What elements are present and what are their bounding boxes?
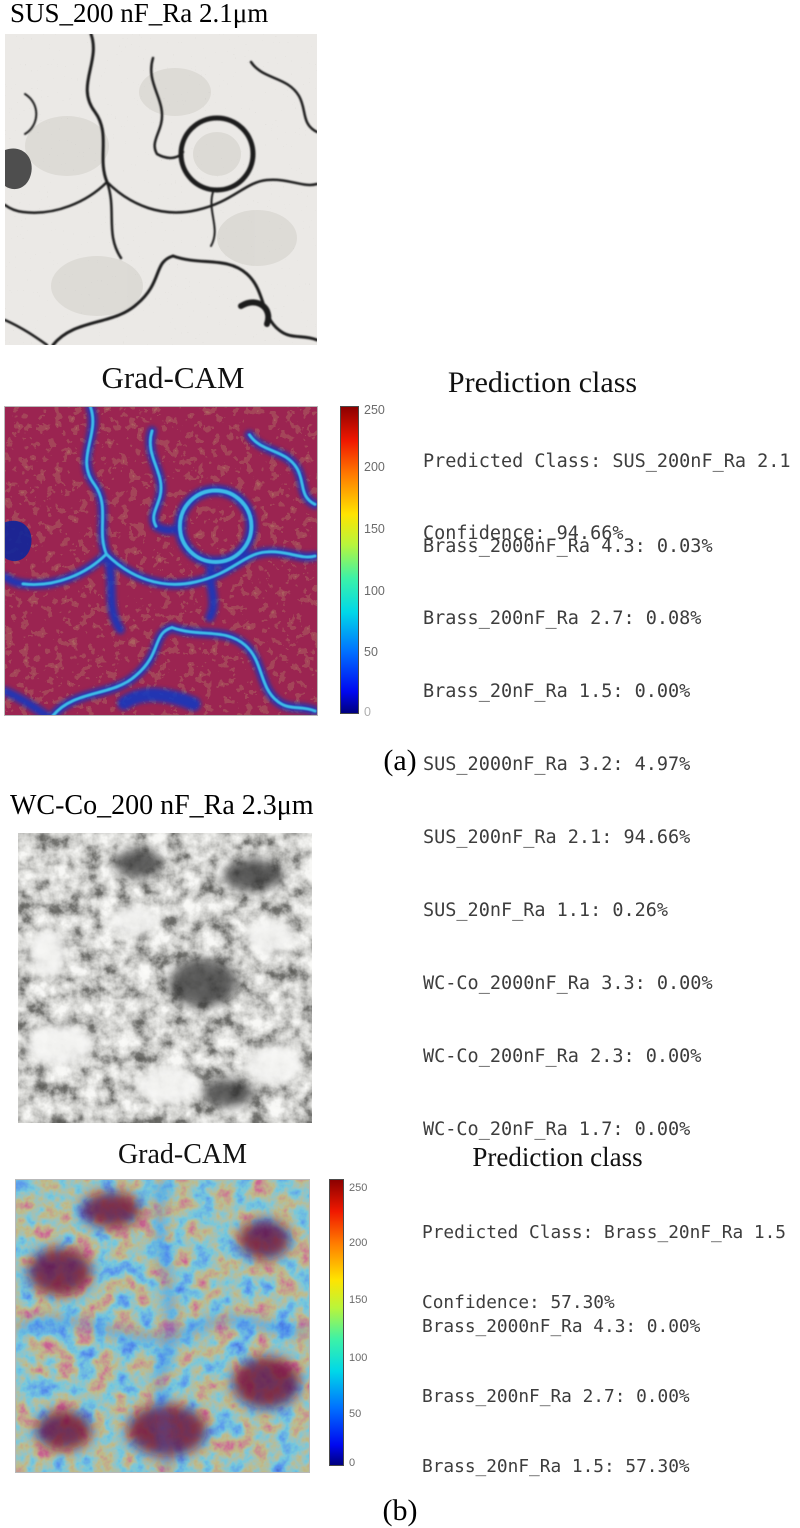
micrograph-image-b	[18, 833, 312, 1123]
colorbar-tick: 250	[364, 403, 385, 417]
panel-label-b: (b)	[382, 1494, 418, 1527]
score-line: Brass_2000nF_Ra 4.3: 0.00%	[422, 1315, 701, 1337]
gradcam-heading-b: Grad-CAM	[117, 1139, 248, 1170]
prediction-heading-a: Prediction class	[447, 366, 638, 399]
colorbar-gradient-b	[329, 1179, 344, 1466]
colorbar-tick: 200	[349, 1237, 368, 1249]
gradcam-b-art	[16, 1180, 309, 1472]
score-line: Brass_20nF_Ra 1.5: 57.30%	[422, 1456, 690, 1478]
gradcam-a-art	[5, 407, 317, 715]
score-line: SUS_20nF_Ra 1.1: 0.26%	[423, 900, 669, 922]
micrograph-image-a	[5, 34, 317, 345]
prediction-heading-b: Prediction class	[472, 1142, 643, 1172]
colorbar-tick: 50	[349, 1408, 362, 1420]
prediction-summary-b: Predicted Class: Brass_20nF_Ra 1.5 Confi…	[422, 1174, 786, 1361]
colorbar-tick: 0	[364, 705, 371, 719]
sample-title-b: WC-Co_200 nF_Ra 2.3μm	[10, 790, 314, 821]
colorbar-b: 250 200 150 100 50 0	[329, 1179, 384, 1469]
colorbar-tick: 150	[364, 522, 385, 536]
colorbar-tick: 250	[349, 1182, 368, 1194]
score-line: WC-Co_2000nF_Ra 3.3: 0.00%	[423, 972, 713, 994]
score-line: SUS_2000nF_Ra 3.2: 0.00%	[422, 1525, 700, 1528]
colorbar-tick: 100	[364, 584, 385, 598]
colorbar-tick: 0	[349, 1457, 356, 1469]
gradcam-image-b	[15, 1179, 310, 1473]
score-line: Brass_20nF_Ra 1.5: 0.00%	[423, 681, 691, 703]
gradcam-heading-a: Grad-CAM	[101, 360, 245, 395]
score-line: WC-Co_20nF_Ra 1.7: 0.00%	[423, 1118, 691, 1140]
score-line: Brass_2000nF_Ra 4.3: 0.03%	[423, 535, 713, 557]
score-line: SUS_200nF_Ra 2.1: 94.66%	[423, 827, 691, 849]
class-score-list-b: Brass_2000nF_Ra 4.3: 0.00% Brass_200nF_R…	[422, 1268, 700, 1528]
micrograph-a-art	[5, 34, 317, 345]
confidence-line: Confidence: 57.30%	[422, 1292, 615, 1314]
colorbar-tick: 50	[364, 645, 378, 659]
gradcam-image-a	[4, 406, 318, 716]
prediction-summary-a: Predicted Class: SUS_200nF_Ra 2.1 Confid…	[423, 401, 791, 595]
predicted-class-line: Predicted Class: SUS_200nF_Ra 2.1	[423, 450, 791, 472]
colorbar-a: 250 200 150 100 50 0	[340, 403, 400, 719]
colorbar-gradient-a	[340, 406, 359, 714]
score-line: Brass_200nF_Ra 2.7: 0.00%	[422, 1386, 690, 1408]
score-line: SUS_2000nF_Ra 3.2: 4.97%	[423, 754, 691, 776]
class-score-list-a: Brass_2000nF_Ra 4.3: 0.03% Brass_200nF_R…	[423, 486, 713, 1191]
micrograph-b-art	[18, 833, 312, 1123]
colorbar-tick: 100	[349, 1352, 368, 1364]
colorbar-tick: 150	[349, 1294, 368, 1306]
panel-label-a: (a)	[383, 744, 417, 777]
sample-title-a: SUS_200 nF_Ra 2.1μm	[10, 0, 269, 28]
colorbar-tick: 200	[364, 460, 385, 474]
confidence-line: Confidence: 94.66%	[423, 523, 624, 545]
score-line: WC-Co_200nF_Ra 2.3: 0.00%	[423, 1045, 702, 1067]
score-line: Brass_200nF_Ra 2.7: 0.08%	[423, 608, 702, 630]
predicted-class-line: Predicted Class: Brass_20nF_Ra 1.5	[422, 1221, 786, 1243]
